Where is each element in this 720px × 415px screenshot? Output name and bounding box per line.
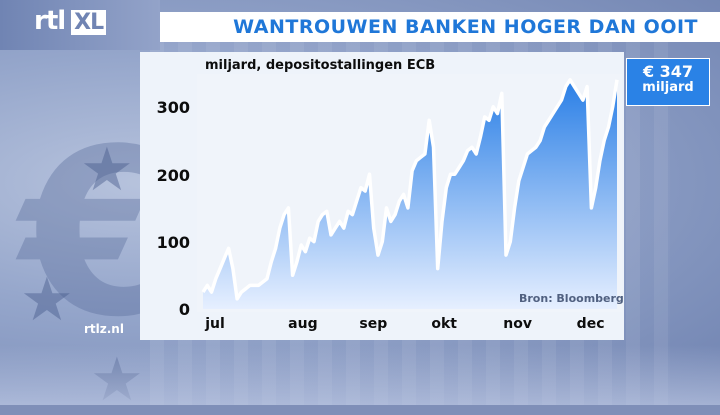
chart-subtitle: miljard, depositostallingen ECB xyxy=(205,58,436,73)
chart-title: WANTROUWEN BANKEN HOGER DAN OOIT xyxy=(233,16,698,38)
chart-source: Bron: Bloomberg xyxy=(519,292,624,305)
x-tick-label: dec xyxy=(576,316,605,332)
watermark: rtlz.nl xyxy=(84,322,124,336)
value-callout: € 347 miljard xyxy=(626,58,710,106)
bottom-band xyxy=(0,345,720,405)
area-chart xyxy=(201,78,619,309)
callout-value: € 347 xyxy=(642,62,694,81)
x-tick-label: sep xyxy=(359,316,388,332)
star-icon: ★ xyxy=(20,265,74,335)
y-tick-label: 200 xyxy=(156,166,190,185)
logo-box: XL xyxy=(71,10,107,35)
y-tick-label: 300 xyxy=(156,98,190,117)
rtl-logo: rtl XL xyxy=(34,6,107,36)
star-icon: ★ xyxy=(80,135,134,205)
x-tick-label: aug xyxy=(288,316,318,332)
title-bar: WANTROUWEN BANKEN HOGER DAN OOIT xyxy=(160,12,720,42)
series-line xyxy=(201,78,619,301)
y-tick-label: 0 xyxy=(178,300,190,319)
x-tick-label: okt xyxy=(431,316,457,332)
logo-text: rtl xyxy=(34,6,66,36)
x-tick-label: nov xyxy=(503,316,532,332)
y-tick-label: 100 xyxy=(156,233,190,252)
callout-unit: miljard xyxy=(642,80,694,95)
header-bar: rtl XL WANTROUWEN BANKEN HOGER DAN OOIT xyxy=(0,0,720,50)
x-tick-label: jul xyxy=(205,316,225,332)
